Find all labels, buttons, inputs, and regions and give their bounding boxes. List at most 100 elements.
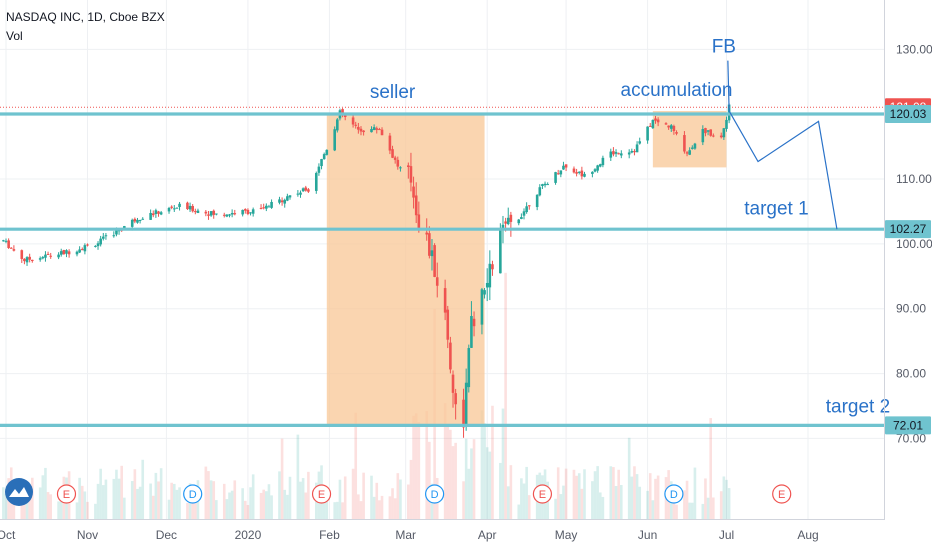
volume-bar <box>506 486 510 519</box>
candle-body <box>157 211 160 214</box>
volume-bar <box>241 488 244 519</box>
price-axis[interactable]: 130.00 110.00 100.00 90.00 80.00 70.00 <box>896 42 932 445</box>
volume-bar <box>580 488 584 519</box>
volume-bar <box>675 504 678 519</box>
candle-body <box>233 213 237 215</box>
volume-bar <box>4 493 8 519</box>
volume-bar <box>209 480 213 519</box>
volume-bar <box>409 459 413 519</box>
candle-body <box>719 135 723 138</box>
earnings-marker-icon[interactable]: E <box>311 484 332 504</box>
annotation-accumulation[interactable]: accumulation <box>621 80 733 101</box>
projection-line[interactable] <box>728 110 838 230</box>
time-tick-label: Jul <box>719 528 734 542</box>
candle-body <box>322 154 326 160</box>
level-tag-72.01: 72.01 <box>893 418 923 432</box>
annotation-target-1[interactable]: target 1 <box>744 199 808 220</box>
volume-bar <box>243 500 247 519</box>
candle-body <box>596 165 599 171</box>
volume-bar <box>499 462 502 519</box>
level-tag-120.03-bg <box>885 105 931 124</box>
volume-bar <box>354 412 358 519</box>
tradingview-cloud-icon[interactable] <box>5 478 33 506</box>
volume-bar <box>572 469 576 519</box>
volume-bar <box>172 483 176 519</box>
candle-body <box>278 199 281 203</box>
annotations[interactable]: seller accumulation FB target 1 target 2 <box>370 37 890 418</box>
volume-bar <box>178 487 181 519</box>
dividend-marker-icon[interactable]: D <box>425 484 445 504</box>
earnings-marker-icon[interactable]: E <box>56 484 77 504</box>
candle-body <box>541 184 544 186</box>
volume-bar <box>593 471 597 519</box>
volume-bar <box>159 468 163 519</box>
level-lines[interactable] <box>0 106 884 427</box>
volume-bar <box>380 495 384 519</box>
volume-bar <box>617 469 620 519</box>
volume-bar <box>693 467 697 519</box>
volume-bar <box>596 466 599 519</box>
candle-body <box>407 165 410 168</box>
volume-bar <box>343 476 347 519</box>
volume-bar <box>525 466 528 519</box>
annotation-fb[interactable]: FB <box>712 37 736 58</box>
volume-bar <box>672 497 676 519</box>
volume-bar <box>656 475 660 519</box>
volume-bar <box>480 410 484 519</box>
volume-bar <box>265 491 268 519</box>
candle-body <box>430 250 434 257</box>
volume-bar <box>280 438 284 519</box>
dividend-marker-icon[interactable]: D <box>183 484 203 504</box>
annotation-target-2[interactable]: target 2 <box>826 396 890 417</box>
volume-bar <box>472 439 476 519</box>
fb-pointer-line[interactable] <box>727 60 730 111</box>
volume-bar <box>522 483 526 519</box>
candle-body <box>75 251 79 255</box>
earnings-marker-icon[interactable]: E <box>532 484 553 504</box>
candle-body <box>485 282 489 288</box>
candle-body <box>583 173 586 177</box>
price-tick-label: 100.00 <box>896 237 932 251</box>
volume-bar <box>509 465 513 519</box>
candle-body <box>359 128 363 132</box>
candle-body <box>454 393 457 405</box>
volume-bar <box>357 494 360 519</box>
volume-bar <box>488 451 492 519</box>
candle-body <box>249 212 252 214</box>
earnings-marker-icon[interactable]: E <box>772 484 792 504</box>
volume-bar <box>654 478 657 519</box>
candle-body <box>94 245 97 247</box>
candle-body <box>154 210 158 215</box>
volume-bar <box>123 497 126 519</box>
candle-body <box>617 153 620 155</box>
volume-bar <box>651 500 655 519</box>
candle-body <box>433 245 436 277</box>
annotation-seller[interactable]: seller <box>370 82 416 103</box>
time-axis[interactable]: Oct Nov Dec 2020 Feb Mar Apr May Jun Jul Aug <box>0 528 819 542</box>
candle-body <box>598 164 602 167</box>
price-tick-label: 110.00 <box>896 172 932 186</box>
candle-body <box>464 382 468 426</box>
price-tick-label: 130.00 <box>896 42 932 56</box>
candle-body <box>351 117 355 125</box>
volume-bar <box>554 498 557 519</box>
volume-bar <box>338 479 342 519</box>
candle-body <box>7 240 10 248</box>
candle-body <box>577 171 581 173</box>
volume-bar <box>49 494 53 519</box>
dividend-marker-icon[interactable]: D <box>664 484 684 504</box>
candle-body <box>572 168 576 173</box>
candle-body <box>341 109 344 116</box>
volume-bar <box>591 481 594 519</box>
candle-body <box>172 208 176 210</box>
volume-bar <box>2 487 5 519</box>
chart-title: NASDAQ INC, 1D, Cboe BZX <box>6 10 165 24</box>
candle-body <box>388 135 392 151</box>
candle-body <box>178 203 181 207</box>
candle-body <box>562 165 565 170</box>
candle-body <box>591 171 594 174</box>
projection-path[interactable] <box>727 60 838 230</box>
